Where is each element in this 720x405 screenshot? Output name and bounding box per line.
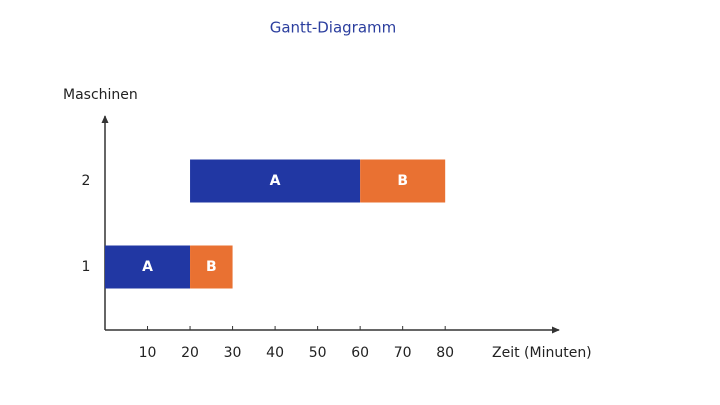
bar bbox=[190, 245, 233, 289]
x-tick-label: 20 bbox=[181, 345, 199, 361]
bar bbox=[105, 245, 191, 289]
bar-label: A bbox=[270, 173, 281, 189]
x-tick-label: 30 bbox=[224, 345, 242, 361]
chart-title: Gantt-Diagramm bbox=[270, 19, 397, 37]
bar-label: B bbox=[206, 259, 217, 275]
x-tick-label: 60 bbox=[351, 345, 369, 361]
y-axis-label: Maschinen bbox=[63, 87, 138, 103]
x-tick-label: 10 bbox=[139, 345, 157, 361]
bar bbox=[360, 159, 446, 203]
y-tick-label: 2 bbox=[82, 173, 91, 189]
y-tick-label: 1 bbox=[82, 259, 91, 275]
x-tick-label: 50 bbox=[309, 345, 327, 361]
x-axis-label: Zeit (Minuten) bbox=[492, 345, 592, 361]
bar-label: A bbox=[142, 259, 153, 275]
bar-label: B bbox=[397, 173, 408, 189]
x-tick-label: 70 bbox=[394, 345, 412, 361]
x-tick-label: 40 bbox=[266, 345, 284, 361]
x-tick-label: 80 bbox=[436, 345, 454, 361]
bar bbox=[190, 159, 361, 203]
